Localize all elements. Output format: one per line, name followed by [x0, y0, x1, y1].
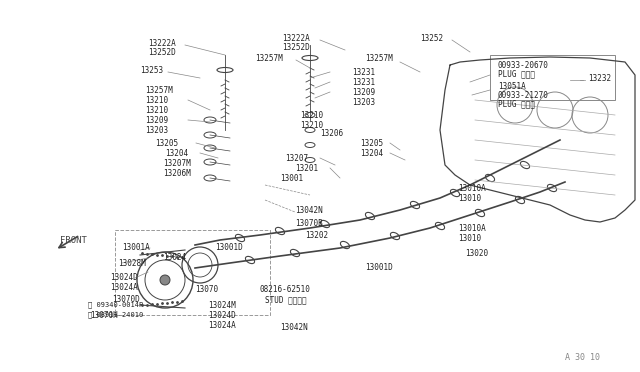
Text: 13010A: 13010A — [458, 224, 486, 232]
Text: 13010A: 13010A — [458, 183, 486, 192]
Text: 13207M: 13207M — [163, 158, 191, 167]
Text: 13001D: 13001D — [215, 244, 243, 253]
Text: 13252D: 13252D — [282, 42, 310, 51]
Text: 13070H: 13070H — [90, 311, 118, 320]
Text: 08216-62510: 08216-62510 — [260, 285, 311, 295]
Text: 13257M: 13257M — [255, 54, 283, 62]
Text: 13231: 13231 — [352, 67, 375, 77]
Text: 13020: 13020 — [465, 248, 488, 257]
Text: 13001A: 13001A — [122, 244, 150, 253]
Text: 13257M: 13257M — [365, 54, 393, 62]
Bar — [115, 230, 270, 315]
Text: 13210: 13210 — [145, 106, 168, 115]
Text: 13209: 13209 — [145, 115, 168, 125]
Text: 13051A: 13051A — [498, 81, 525, 90]
Text: 13210: 13210 — [145, 96, 168, 105]
Text: 13205: 13205 — [155, 138, 178, 148]
Text: 13203: 13203 — [145, 125, 168, 135]
Text: 13028M: 13028M — [118, 259, 146, 267]
Text: 13024M: 13024M — [208, 301, 236, 310]
Text: 13024D: 13024D — [208, 311, 236, 320]
Text: 13001D: 13001D — [365, 263, 393, 273]
Text: 13201: 13201 — [295, 164, 318, 173]
Text: 13206: 13206 — [320, 128, 343, 138]
Text: 13010: 13010 — [458, 234, 481, 243]
Text: 13001: 13001 — [280, 173, 303, 183]
Text: 13209: 13209 — [352, 87, 375, 96]
Text: STUD スタッド: STUD スタッド — [265, 295, 307, 305]
Text: 13204: 13204 — [360, 148, 383, 157]
Text: 00933-21270: 00933-21270 — [498, 90, 549, 99]
Text: 13257M: 13257M — [145, 86, 173, 94]
Text: 13210: 13210 — [300, 110, 323, 119]
Text: 13042N: 13042N — [280, 324, 308, 333]
Text: 13232: 13232 — [588, 74, 611, 83]
Text: 13024A: 13024A — [208, 321, 236, 330]
Text: 13222A: 13222A — [282, 33, 310, 42]
Text: 13202: 13202 — [305, 231, 328, 240]
Text: 13024A: 13024A — [110, 283, 138, 292]
Text: 13042N: 13042N — [295, 205, 323, 215]
Text: 13252: 13252 — [420, 33, 443, 42]
Text: 13070B: 13070B — [295, 218, 323, 228]
Text: 00933-20670: 00933-20670 — [498, 61, 549, 70]
Text: A 30 10: A 30 10 — [565, 353, 600, 362]
Text: Ⓝ 08911-24010: Ⓝ 08911-24010 — [88, 312, 143, 318]
Text: Ⓦ 09340-0014P: Ⓦ 09340-0014P — [88, 302, 143, 308]
Text: 13070: 13070 — [195, 285, 218, 295]
Text: 13205: 13205 — [360, 138, 383, 148]
Text: 13024: 13024 — [163, 253, 186, 263]
Text: 13024D: 13024D — [110, 273, 138, 282]
Text: 13207: 13207 — [285, 154, 308, 163]
Text: 13010: 13010 — [458, 193, 481, 202]
Text: 13252D: 13252D — [148, 48, 176, 57]
Text: 13070D: 13070D — [112, 295, 140, 305]
Text: PLUG プラグ: PLUG プラグ — [498, 99, 535, 109]
Text: 13204: 13204 — [165, 148, 188, 157]
Text: 13222A: 13222A — [148, 38, 176, 48]
Text: 13210: 13210 — [300, 121, 323, 129]
Text: FRONT: FRONT — [60, 235, 87, 244]
Circle shape — [160, 275, 170, 285]
Text: 13253: 13253 — [140, 65, 163, 74]
Text: 13231: 13231 — [352, 77, 375, 87]
Bar — [490, 55, 615, 100]
Text: PLUG プラグ: PLUG プラグ — [498, 70, 535, 78]
Text: 13203: 13203 — [352, 97, 375, 106]
Text: 13206M: 13206M — [163, 169, 191, 177]
